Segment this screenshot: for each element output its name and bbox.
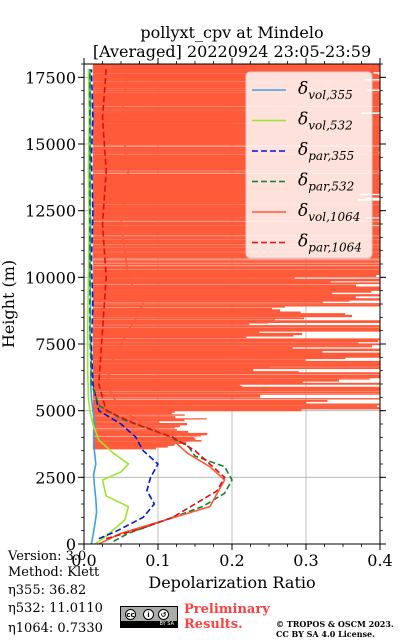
y-tick-label: 10000 [25,268,76,287]
series-line-2 [90,69,160,540]
y-tick-label: 2500 [35,468,76,487]
chart-subtitle: [Averaged] 20220924 23:05-23:59 [93,42,371,61]
x-tick-label: 0.0 [71,551,96,570]
y-tick-label: 0 [66,535,76,554]
eta355-text: η355: 36.82 [8,583,87,598]
y-tick-label: 15000 [25,135,76,154]
series-line-5 [97,69,226,540]
cc-label: BY SA [121,621,177,627]
y-tick-label: 5000 [35,402,76,421]
x-tick-label: 0.3 [293,551,318,570]
cc-license-badge: cc i ↺ BY SA [120,606,178,628]
legend-label-0: δvol,355 [298,79,353,102]
legend-label-2: δpar,355 [298,140,354,163]
series-lines [86,69,233,544]
x-tick-label: 0.4 [367,551,392,570]
prelim-line2: Results. [184,617,243,632]
x-tick-label: 0.1 [145,551,170,570]
series-line-0 [89,69,98,544]
version-text: Version: 3.0 [8,549,87,564]
x-axis-label: Depolarization Ratio [148,573,315,592]
y-axis-label: Height (m) [0,260,18,348]
y-tick-label: 7500 [35,335,76,354]
cc-icon: cc [125,609,136,620]
legend-label-4: δvol,1064 [298,201,360,224]
legend-label-3: δpar,532 [298,171,354,194]
method-text: Method: Klett [8,565,100,580]
series-line-1 [86,69,130,544]
series-line-4 [98,69,226,544]
x-tick-label: 0.2 [219,551,244,570]
axis-ticks: 0.0 0.1 0.2 0.3 0.4 0 2500 5000 7500 10000 12500 15… [25,58,393,570]
sa-icon: ↺ [158,609,169,620]
by-icon: i [143,609,154,620]
eta532-text: η532: 11.0110 [8,601,103,616]
legend-label-1: δvol,532 [298,110,353,133]
depolarization-chart: pollyxt_cpv at Mindelo [Averaged] 202209… [0,23,393,592]
preliminary-notice: Preliminary Results. [184,602,270,632]
legend: δvol,355 δvol,532 δpar,355 δpar,532 δvol,106… [245,71,373,259]
eta1064-text: η1064: 0.7330 [8,621,103,636]
y-tick-label: 17500 [25,68,76,87]
credit-notice: © TROPOS & OSCM 2023. CC BY SA 4.0 Licen… [276,619,394,639]
legend-label-5: δpar,1064 [298,232,362,255]
credit-line2: CC BY SA 4.0 License. [276,629,375,639]
credit-line1: © TROPOS & OSCM 2023. [276,619,394,629]
y-tick-label: 12500 [25,202,76,221]
prelim-line1: Preliminary [184,602,270,617]
chart-title: pollyxt_cpv at Mindelo [140,23,323,42]
